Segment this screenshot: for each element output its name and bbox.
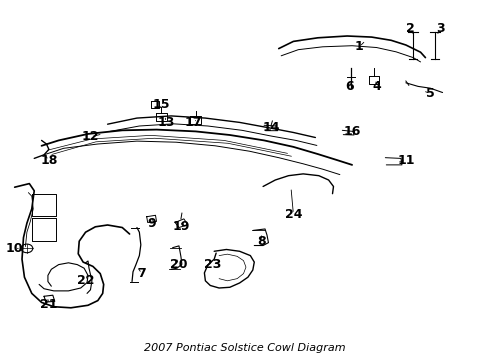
- Text: 1: 1: [354, 40, 363, 53]
- Text: 2007 Pontiac Solstice Cowl Diagram: 2007 Pontiac Solstice Cowl Diagram: [143, 343, 345, 353]
- Text: 2: 2: [406, 22, 414, 35]
- Text: 10: 10: [6, 242, 23, 255]
- Text: 18: 18: [40, 154, 58, 167]
- Text: 6: 6: [345, 80, 353, 93]
- Text: 22: 22: [77, 274, 94, 287]
- Text: 21: 21: [40, 298, 58, 311]
- Text: 14: 14: [262, 121, 280, 134]
- Text: 4: 4: [371, 80, 380, 93]
- Text: 5: 5: [425, 87, 434, 100]
- Text: 17: 17: [184, 116, 202, 129]
- Text: 7: 7: [137, 267, 146, 280]
- Text: 9: 9: [147, 217, 156, 230]
- Text: 24: 24: [284, 208, 302, 221]
- Text: 12: 12: [81, 130, 99, 143]
- Text: 16: 16: [343, 125, 360, 138]
- Text: 8: 8: [257, 235, 265, 248]
- Text: 19: 19: [172, 220, 189, 233]
- Text: 23: 23: [203, 258, 221, 271]
- Text: 3: 3: [435, 22, 444, 35]
- Text: 20: 20: [169, 258, 187, 271]
- Text: 13: 13: [157, 116, 175, 129]
- Text: 11: 11: [396, 154, 414, 167]
- Text: 15: 15: [152, 98, 170, 111]
